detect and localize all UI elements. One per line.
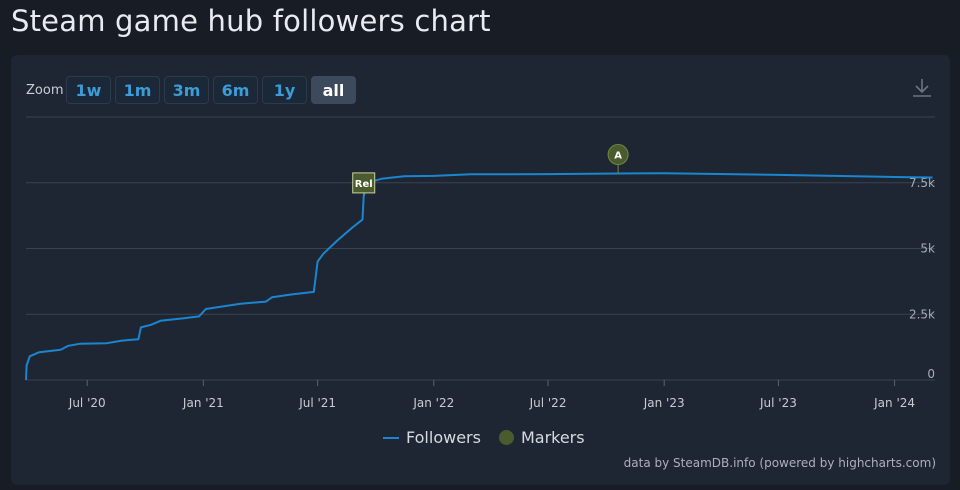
chart-panel: Zoom 1w 1m 3m 6m 1y all Jul '20 Jan '21 Ju… [11, 55, 950, 485]
zoom-6m-button[interactable]: 6m [213, 76, 258, 104]
legend-markers[interactable]: Markers [498, 428, 585, 447]
legend-followers-label: Followers [406, 428, 481, 447]
x-tick-label: Jul '21 [298, 396, 336, 410]
y-tick-label: 7.5k [909, 176, 935, 190]
marker-label: A [614, 151, 622, 162]
series-line-followers [25, 172, 933, 381]
marker-a: A [607, 144, 629, 174]
x-tick-label: Jan '22 [412, 396, 454, 410]
series-layer [25, 172, 933, 381]
marker-rel: Rel [352, 172, 376, 196]
zoom-1m-button[interactable]: 1m [115, 76, 160, 104]
legend-followers[interactable]: Followers [383, 428, 481, 447]
zoom-label: Zoom [26, 83, 64, 98]
zoom-3m-button[interactable]: 3m [164, 76, 209, 104]
y-axis: 0 2.5k 5k 7.5k [909, 176, 935, 381]
x-axis: Jul '20 Jan '21 Jul '21 Jan '22 Jul '22 Jan '… [68, 380, 915, 410]
y-tick-label: 0 [927, 367, 935, 381]
zoom-1y-button[interactable]: 1y [262, 76, 307, 104]
legend-line-icon [383, 436, 399, 439]
legend-dot-icon [498, 430, 514, 445]
x-tick-label: Jan '23 [643, 396, 685, 410]
grid-layer [26, 116, 935, 381]
marker-layer: Rel A [352, 144, 629, 196]
legend: Followers Markers [383, 428, 585, 447]
x-tick-label: Jul '22 [529, 396, 567, 410]
zoom-1w-button[interactable]: 1w [66, 76, 111, 104]
followers-chart: Jul '20 Jan '21 Jul '21 Jan '22 Jul '22 Jan '… [25, 116, 935, 410]
x-tick-label: Jan '24 [873, 396, 915, 410]
x-tick-label: Jul '23 [759, 396, 797, 410]
x-tick-label: Jul '20 [68, 396, 106, 410]
marker-label: Rel [355, 179, 373, 190]
y-tick-label: 2.5k [909, 307, 935, 321]
page-title: Steam game hub followers chart [11, 4, 491, 38]
x-tick-label: Jan '21 [182, 396, 224, 410]
credits[interactable]: data by SteamDB.info (powered by highcha… [623, 456, 936, 470]
zoom-all-button[interactable]: all [311, 76, 356, 104]
download-icon[interactable] [911, 77, 933, 99]
y-tick-label: 5k [920, 242, 935, 256]
legend-markers-label: Markers [520, 428, 585, 447]
